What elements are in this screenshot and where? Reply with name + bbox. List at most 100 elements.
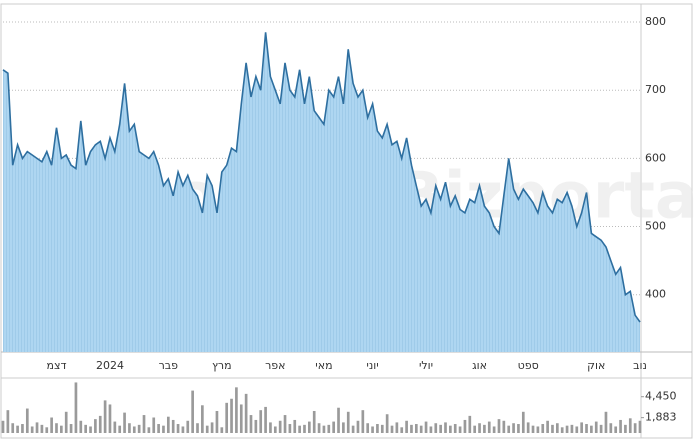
volume-bar [322, 425, 326, 433]
volume-bar [614, 426, 618, 433]
volume-bar [565, 425, 569, 433]
volume-bar [599, 424, 603, 433]
volume-bar [108, 404, 112, 433]
volume-bar [560, 427, 564, 433]
volume-bar [142, 415, 146, 433]
volume-bar [332, 421, 335, 433]
volume-bar [244, 393, 248, 433]
x-tick-label: יולי [419, 359, 433, 372]
volume-bar [361, 410, 365, 433]
volume-bar [400, 427, 404, 433]
area-fill [3, 32, 640, 353]
x-tick-label: פבר [159, 359, 179, 372]
volume-bar [342, 422, 345, 433]
volume-bar [594, 421, 598, 433]
volume-bar [434, 423, 438, 433]
volume-bar [609, 423, 613, 433]
volume-bar [176, 424, 180, 433]
volume-bar [604, 411, 608, 433]
x-tick-label: אפר [265, 359, 285, 372]
volume-bar [303, 424, 306, 433]
y-tick-label: 500 [645, 220, 666, 233]
volume-bar [239, 404, 243, 433]
volume-bar [346, 411, 350, 433]
volume-bar [278, 420, 282, 433]
volume-bar [147, 427, 151, 433]
volume-bar [449, 425, 452, 433]
volume-bar [259, 410, 263, 433]
volume-bar [162, 425, 165, 433]
price-line [2, 32, 641, 323]
volume-bar [463, 419, 467, 433]
volume-bar [633, 423, 637, 433]
volume-bar [69, 424, 73, 433]
x-tick-label: 2024 [96, 359, 124, 372]
volume-bar [497, 419, 501, 433]
volume-bar [273, 426, 277, 433]
volume-bar [157, 424, 160, 433]
x-tick-label: יוני [366, 359, 378, 372]
volume-bar [98, 415, 102, 433]
volume-bar [225, 402, 229, 433]
volume-bar [580, 422, 583, 433]
volume-bar [390, 425, 394, 433]
volume-bar [283, 415, 287, 433]
volume-bar [376, 424, 379, 433]
volume-bar [419, 425, 423, 433]
y-tick-label: 400 [645, 288, 666, 301]
volume-bar [638, 420, 642, 433]
volume-bar [210, 422, 214, 433]
volume-bar [551, 424, 554, 433]
volume-bar [60, 425, 63, 433]
volume-bar [380, 424, 384, 433]
volume-bar [186, 420, 190, 433]
volume-bar [546, 420, 549, 433]
volume-bar [84, 424, 88, 433]
volume-bar [371, 426, 374, 433]
volume-bar [40, 424, 44, 433]
volume-bar [171, 419, 175, 433]
volume-bar [235, 387, 238, 433]
volume-bar [132, 426, 136, 433]
volume-bar [215, 410, 219, 433]
frame [0, 3, 693, 439]
volume-bar [196, 423, 199, 433]
volume-bar [536, 426, 540, 433]
volume-bar [585, 424, 588, 433]
volume-bar [351, 425, 355, 433]
volume-bar [570, 424, 574, 433]
volume-bar [79, 420, 83, 433]
volume-bar [337, 407, 340, 433]
volume-bar [50, 417, 53, 433]
volume-bar [502, 420, 506, 433]
volume-bar [55, 423, 58, 433]
volume-bar [152, 417, 156, 433]
volume-bar [517, 424, 520, 433]
volume-bar [473, 425, 477, 433]
volume-bar [541, 424, 545, 433]
volume-bar [385, 414, 389, 433]
volume-bar [468, 415, 472, 433]
volume-bar [308, 421, 311, 433]
volume-bar [414, 424, 418, 433]
volume-bar [483, 424, 486, 433]
volume-bar [25, 408, 29, 433]
volume-bar [590, 425, 593, 433]
volume-bar [356, 420, 360, 433]
volume-bar [444, 422, 447, 433]
x-tick-label: אוג [472, 359, 487, 372]
volume-bar [624, 424, 627, 433]
volume-bar [521, 411, 525, 433]
volume-bar [507, 425, 511, 433]
volume-bar [21, 424, 24, 433]
volume-bar [45, 427, 49, 433]
volume-bar [575, 426, 579, 433]
volume-bar [312, 410, 316, 433]
volume-bar [366, 423, 370, 433]
x-tick-label: ספט [518, 359, 539, 372]
volume-bar [327, 424, 331, 433]
volume-bar [11, 423, 15, 433]
volume-bar [298, 425, 301, 433]
volume-bar [16, 425, 19, 433]
volume-bar [492, 426, 496, 433]
